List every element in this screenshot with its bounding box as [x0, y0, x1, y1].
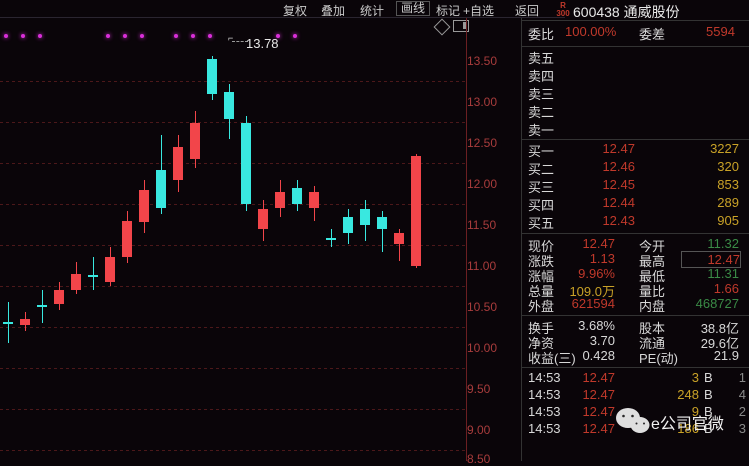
svg-text:e公司官微: e公司官微	[651, 415, 724, 433]
